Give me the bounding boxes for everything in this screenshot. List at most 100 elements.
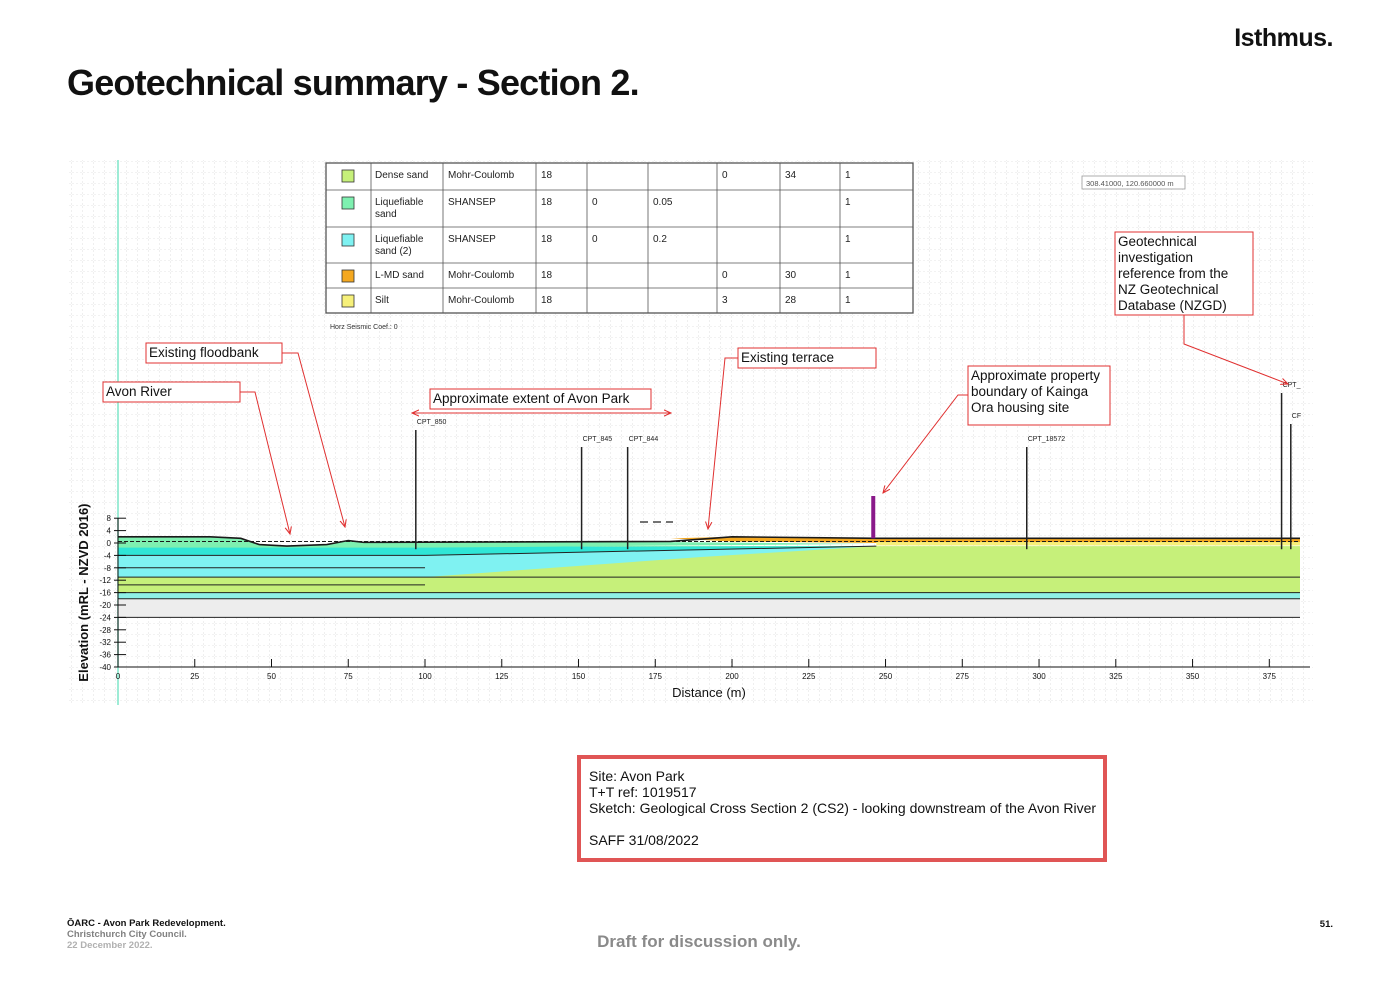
saff-date: SAFF 31/08/2022 (589, 832, 699, 848)
y-tick-label: -36 (99, 651, 111, 660)
brand-logo: Isthmus. (1234, 24, 1333, 52)
callout-avon-river: Avon River (102, 381, 241, 403)
callout-property-boundary: Approximate property boundary of Kainga Or… (967, 365, 1111, 426)
material-value: 0 (592, 197, 598, 208)
x-tick-label: 250 (879, 672, 893, 681)
x-tick-label: 300 (1032, 672, 1046, 681)
footer-info: ŌARC - Avon Park Redevelopment. Christch… (67, 918, 226, 951)
material-swatch (341, 269, 355, 283)
y-tick-label: 8 (107, 514, 112, 523)
y-tick-label: 4 (107, 527, 112, 536)
site-name: Site: Avon Park (589, 768, 685, 784)
material-name: L-MD sand (375, 270, 424, 281)
layer-liquefiable-sand-2 (118, 546, 877, 578)
material-row: L-MD sand Mohr-Coulomb 18 0 30 1 (341, 269, 851, 283)
cpt-markers: CPT_850 CPT_845 CPT_844 CPT_18572 CPT_ CF (415, 382, 1301, 550)
cpt-label: CPT_850 (417, 419, 447, 426)
material-value: 1 (845, 295, 851, 306)
seismic-note: Horz Seismic Coef.: 0 (330, 324, 398, 331)
callout-floodbank: Existing floodbank (145, 342, 283, 364)
sketch-description: Sketch: Geological Cross Section 2 (CS2)… (589, 800, 1097, 816)
y-tick-label: -20 (99, 601, 111, 610)
property-boundary-marker (871, 496, 876, 539)
material-value: 1 (845, 197, 851, 208)
cpt-label: CF (1292, 413, 1301, 420)
x-tick-label: 350 (1186, 672, 1200, 681)
coordinate-readout: 308.41000, 120.660000 m (1086, 179, 1174, 188)
footer-date: 22 December 2022. (67, 940, 153, 951)
x-tick-label: 50 (267, 672, 276, 681)
material-swatch (341, 196, 355, 210)
x-tick-label: 275 (956, 672, 970, 681)
cpt-label: CPT_845 (583, 436, 613, 443)
y-tick-label: -28 (99, 626, 111, 635)
callout-avon-park-extent: Approximate extent of Avon Park (429, 388, 652, 410)
material-value: 18 (541, 295, 553, 306)
material-value: 3 (722, 295, 728, 306)
material-name: Dense sand (375, 170, 428, 181)
material-value: Mohr-Coulomb (448, 295, 515, 306)
footer-client: Christchurch City Council. (67, 929, 187, 940)
layer-silt (876, 542, 1300, 546)
material-name: Liquefiable sand (375, 197, 424, 220)
material-row: Dense sand Mohr-Coulomb 18 0 34 1 (341, 169, 851, 183)
cpt-label: CPT_844 (629, 436, 659, 443)
y-tick-label: -40 (99, 663, 111, 672)
material-value: 30 (785, 270, 797, 281)
material-value: 0 (592, 234, 598, 245)
footer-project: ŌARC - Avon Park Redevelopment. (67, 918, 226, 929)
draft-notice: Draft for discussion only. (597, 932, 801, 951)
site-info-box: Site: Avon Park T+T ref: 1019517 Sketch:… (577, 755, 1107, 862)
material-value: 18 (541, 170, 553, 181)
material-value: SHANSEP (448, 197, 496, 208)
material-name: Silt (375, 295, 389, 306)
material-swatch (341, 294, 355, 308)
layer-base-grey (118, 598, 1300, 618)
x-tick-label: 325 (1109, 672, 1123, 681)
x-axis-label: Distance (m) (672, 685, 746, 700)
x-tick-label: 375 (1263, 672, 1277, 681)
material-value: 1 (845, 270, 851, 281)
ground-surface (118, 535, 1300, 547)
page-number: 51. (1319, 919, 1333, 930)
material-value: SHANSEP (448, 234, 496, 245)
material-value: 0 (722, 170, 728, 181)
material-value: Mohr-Coulomb (448, 170, 515, 181)
x-tick-label: 0 (116, 672, 121, 681)
callout-terrace: Existing terrace (737, 347, 877, 369)
layer-cyan-deep (118, 592, 1300, 599)
x-tick-label: 25 (190, 672, 199, 681)
material-value: 18 (541, 270, 553, 281)
x-tick-label: 200 (725, 672, 739, 681)
material-value: 18 (541, 234, 553, 245)
material-row: Silt Mohr-Coulomb 18 3 28 1 (341, 294, 851, 308)
x-tick-label: 225 (802, 672, 816, 681)
material-value: 0 (722, 270, 728, 281)
y-tick-label: -24 (99, 613, 111, 622)
tt-reference: T+T ref: 1019517 (589, 784, 697, 800)
y-tick-label: -12 (99, 576, 111, 585)
axes: 8 4 0 -4 -8 -12 -16 -20 -24 -28 -32 -36 -40 0 25 50 75 10… (76, 503, 1310, 700)
callouts: Existing floodbank Avon River Approximate … (102, 231, 1288, 534)
cpt-label: CPT_ (1283, 382, 1301, 389)
material-value: 1 (845, 234, 851, 245)
y-tick-label: -16 (99, 589, 111, 598)
y-tick-label: -4 (104, 551, 112, 560)
svg-text:Avon River: Avon River (106, 384, 172, 399)
soil-layers (118, 535, 1300, 618)
material-row: Liquefiable sand (2) SHANSEP 18 0 0.2 1 (341, 233, 851, 257)
svg-text:Existing floodbank: Existing floodbank (149, 345, 259, 360)
material-value: 34 (785, 170, 797, 181)
material-swatch (341, 169, 355, 183)
callout-nzgd-reference: Geotechnical investigation reference from … (1114, 231, 1254, 316)
material-row: Liquefiable sand SHANSEP 18 0 0.05 1 (341, 196, 851, 220)
material-value: 18 (541, 197, 553, 208)
layer-dense-sand-lower (118, 577, 1300, 593)
svg-text:Existing terrace: Existing terrace (741, 350, 834, 365)
material-name: Liquefiable sand (2) (375, 234, 424, 257)
material-swatch (341, 233, 355, 247)
layer-liquefiable-sand (118, 536, 877, 548)
layer-cyan-wedge (118, 546, 877, 556)
